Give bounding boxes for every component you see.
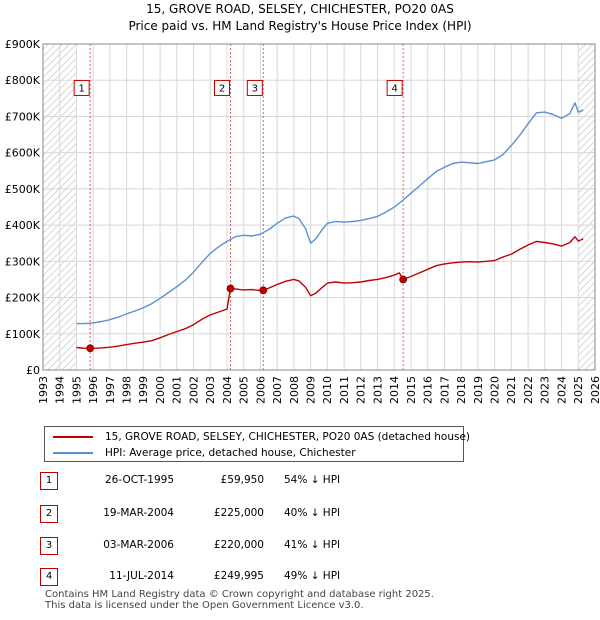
y-tick-label: £900K bbox=[5, 38, 41, 51]
y-tick-label: £700K bbox=[5, 110, 41, 123]
table-row: 4 11-JUL-2014 £249,995 49% ↓ HPI bbox=[40, 568, 460, 588]
footer-licence: This data is licensed under the Open Gov… bbox=[45, 600, 364, 611]
x-tick-label: 2007 bbox=[271, 376, 284, 404]
transaction-marker-label: 1 bbox=[78, 83, 84, 94]
table-row: 1 26-OCT-1995 £59,950 54% ↓ HPI bbox=[40, 472, 460, 492]
x-tick-label: 1993 bbox=[37, 376, 50, 404]
y-tick-label: £500K bbox=[5, 183, 41, 196]
x-tick-label: 2006 bbox=[254, 376, 267, 404]
x-tick-label: 2000 bbox=[154, 376, 167, 404]
transaction-marker-box bbox=[73, 79, 90, 96]
x-tick-label: 2001 bbox=[171, 376, 184, 404]
transaction-badge: 3 bbox=[40, 537, 58, 555]
x-tick-label: 1999 bbox=[137, 376, 150, 404]
x-tick-label: 1998 bbox=[120, 376, 133, 404]
legend-item-property: 15, GROVE ROAD, SELSEY, CHICHESTER, PO20… bbox=[53, 429, 470, 445]
x-tick-label: 2003 bbox=[204, 376, 217, 404]
x-tick-label: 2017 bbox=[438, 376, 451, 404]
legend-label-hpi: HPI: Average price, detached house, Chic… bbox=[105, 447, 356, 459]
x-tick-label: 2023 bbox=[539, 376, 552, 404]
x-tick-label: 1997 bbox=[104, 376, 117, 404]
chart-title: 15, GROVE ROAD, SELSEY, CHICHESTER, PO20… bbox=[146, 2, 454, 16]
y-tick-label: £100K bbox=[5, 328, 41, 341]
plot-border bbox=[42, 43, 596, 371]
footer-copyright: Contains HM Land Registry data © Crown c… bbox=[45, 589, 434, 600]
transaction-badge: 1 bbox=[40, 472, 58, 490]
transaction-marker-box bbox=[246, 79, 263, 96]
chart-subtitle: Price paid vs. HM Land Registry's House … bbox=[128, 19, 471, 33]
transaction-point bbox=[226, 284, 235, 293]
x-tick-label: 2010 bbox=[321, 376, 334, 404]
table-row: 3 03-MAR-2006 £220,000 41% ↓ HPI bbox=[40, 537, 460, 557]
legend-item-hpi: HPI: Average price, detached house, Chic… bbox=[53, 445, 356, 461]
transaction-date: 11-JUL-2014 bbox=[109, 570, 174, 582]
transaction-point bbox=[399, 275, 408, 284]
transaction-price: £249,995 bbox=[213, 570, 264, 582]
transaction-hpi: 40% ↓ HPI bbox=[284, 507, 341, 519]
y-tick-label: £200K bbox=[5, 292, 41, 305]
x-tick-label: 2016 bbox=[422, 376, 435, 404]
legend: 15, GROVE ROAD, SELSEY, CHICHESTER, PO20… bbox=[44, 426, 470, 462]
transaction-marker-box bbox=[386, 79, 403, 96]
transaction-point bbox=[86, 344, 95, 353]
x-tick-label: 2021 bbox=[505, 376, 518, 404]
x-tick-label: 2019 bbox=[472, 376, 485, 404]
transaction-price: £220,000 bbox=[213, 539, 264, 551]
x-tick-label: 2009 bbox=[304, 376, 317, 404]
x-tick-label: 2008 bbox=[288, 376, 301, 404]
x-tick-label: 2004 bbox=[221, 376, 234, 404]
x-tick-label: 2011 bbox=[338, 376, 351, 404]
x-tick-label: 2025 bbox=[572, 376, 585, 404]
hatched-region bbox=[578, 44, 595, 370]
x-tick-label: 2015 bbox=[405, 376, 418, 404]
property-price-line bbox=[76, 236, 584, 349]
y-tick-label: £800K bbox=[5, 74, 41, 87]
legend-swatch-property bbox=[53, 436, 93, 438]
x-tick-label: 2020 bbox=[488, 376, 501, 404]
x-tick-label: 2018 bbox=[455, 376, 468, 404]
transaction-marker-label: 4 bbox=[391, 83, 397, 94]
x-tick-label: 1994 bbox=[54, 376, 67, 404]
transaction-price: £59,950 bbox=[220, 474, 264, 486]
x-tick-label: 1996 bbox=[87, 376, 100, 404]
table-row: 2 19-MAR-2004 £225,000 40% ↓ HPI bbox=[40, 505, 460, 525]
x-tick-label: 2012 bbox=[355, 376, 368, 404]
footer: Contains HM Land Registry data © Crown c… bbox=[45, 589, 434, 611]
legend-label-property: 15, GROVE ROAD, SELSEY, CHICHESTER, PO20… bbox=[105, 431, 471, 443]
y-tick-label: £0 bbox=[26, 364, 40, 377]
x-tick-label: 1995 bbox=[70, 376, 83, 404]
transaction-marker-box bbox=[214, 79, 231, 96]
transaction-badge: 2 bbox=[40, 505, 58, 523]
hpi-line bbox=[76, 102, 584, 325]
y-tick-label: £300K bbox=[5, 255, 41, 268]
price-chart: 15, GROVE ROAD, SELSEY, CHICHESTER, PO20… bbox=[5, 2, 600, 404]
y-tick-label: £600K bbox=[5, 147, 41, 160]
y-tick-label: £400K bbox=[5, 219, 41, 232]
x-tick-label: 2026 bbox=[589, 376, 600, 404]
x-tick-label: 2022 bbox=[522, 376, 535, 404]
transaction-marker-label: 2 bbox=[219, 83, 225, 94]
transaction-marker-label: 3 bbox=[252, 83, 258, 94]
x-tick-label: 2002 bbox=[187, 376, 200, 404]
transaction-hpi: 54% ↓ HPI bbox=[284, 474, 341, 486]
x-tick-label: 2024 bbox=[555, 376, 568, 404]
legend-swatch-hpi bbox=[53, 452, 93, 454]
transaction-date: 03-MAR-2006 bbox=[103, 539, 174, 551]
transaction-point bbox=[259, 286, 268, 295]
transaction-price: £225,000 bbox=[213, 507, 264, 519]
transaction-hpi: 49% ↓ HPI bbox=[284, 570, 341, 582]
x-tick-label: 2013 bbox=[371, 376, 384, 404]
transaction-date: 19-MAR-2004 bbox=[103, 507, 174, 519]
x-tick-label: 2014 bbox=[388, 376, 401, 404]
plot-area bbox=[43, 44, 595, 370]
transaction-badge: 4 bbox=[40, 568, 58, 586]
transaction-date: 26-OCT-1995 bbox=[105, 474, 174, 486]
transaction-hpi: 41% ↓ HPI bbox=[284, 539, 341, 551]
x-tick-label: 2005 bbox=[238, 376, 251, 404]
